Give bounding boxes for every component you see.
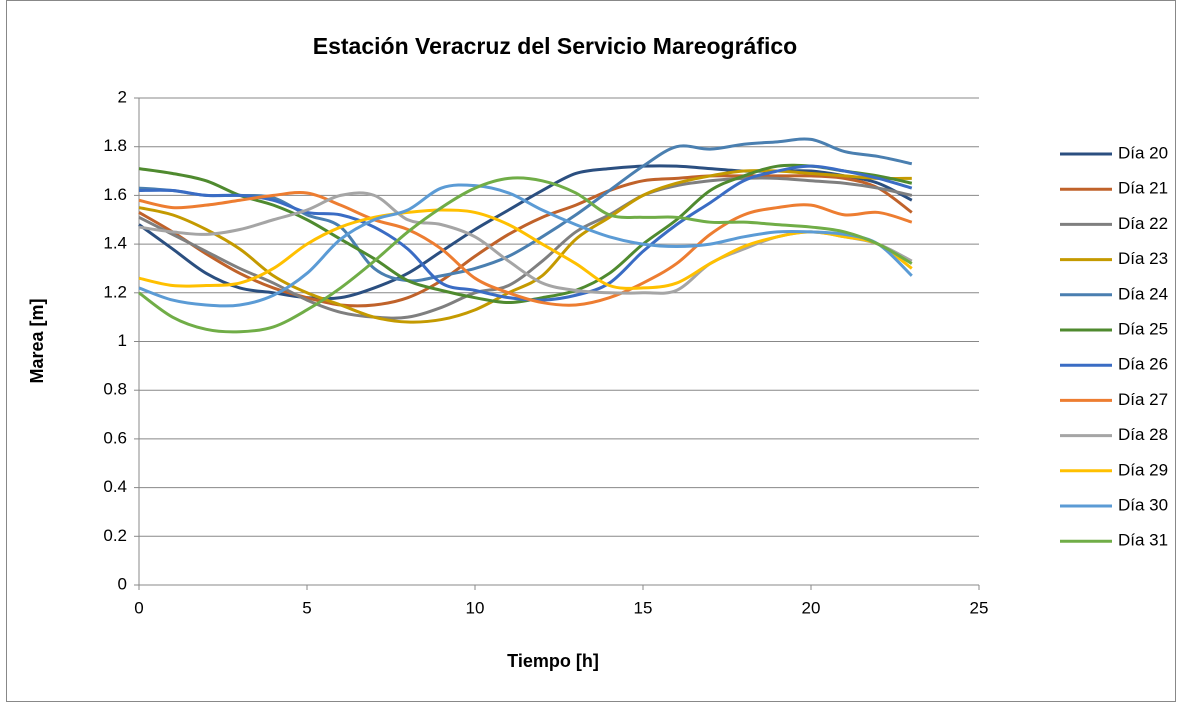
legend-label: Día 25 (1118, 319, 1168, 338)
y-tick-label: 0.8 (103, 380, 127, 399)
y-tick-label: 1.8 (103, 136, 127, 155)
legend-label: Día 27 (1118, 390, 1168, 409)
legend-label: Día 21 (1118, 179, 1168, 198)
y-tick-label: 0.2 (103, 526, 127, 545)
legend-label: Día 26 (1118, 355, 1168, 374)
y-tick-label: 1.2 (103, 282, 127, 301)
x-tick-label: 0 (134, 598, 143, 617)
legend-label: Día 31 (1118, 531, 1168, 550)
y-tick-label: 0.4 (103, 477, 127, 496)
legend-label: Día 23 (1118, 249, 1168, 268)
y-tick-label: 0 (118, 574, 127, 593)
y-axis-label: Marea [m] (27, 298, 47, 383)
series-line (138, 174, 913, 308)
x-tick-label: 25 (970, 598, 989, 617)
legend-label: Día 22 (1118, 214, 1168, 233)
series-line (138, 190, 913, 307)
legend-label: Día 28 (1118, 425, 1168, 444)
legend-label: Día 24 (1118, 284, 1168, 303)
y-tick-label: 1.4 (103, 234, 127, 253)
y-tick-label: 1.6 (103, 185, 127, 204)
chart-title: Estación Veracruz del Servicio Mareográf… (313, 33, 797, 59)
x-tick-label: 20 (802, 598, 821, 617)
legend-label: Día 30 (1118, 495, 1168, 514)
y-tick-label: 0.6 (103, 428, 127, 447)
x-tick-label: 15 (634, 598, 653, 617)
x-tick-label: 5 (302, 598, 311, 617)
x-tick-label: 10 (466, 598, 485, 617)
y-tick-label: 2 (118, 87, 127, 106)
legend-label: Día 29 (1118, 460, 1168, 479)
series-line (138, 176, 913, 334)
legend-label: Día 20 (1118, 143, 1168, 162)
chart-frame (6, 0, 1176, 702)
series-line (138, 208, 913, 290)
y-tick-label: 1 (118, 331, 127, 350)
x-axis-label: Tiempo [h] (507, 651, 599, 671)
series-line (138, 183, 913, 308)
